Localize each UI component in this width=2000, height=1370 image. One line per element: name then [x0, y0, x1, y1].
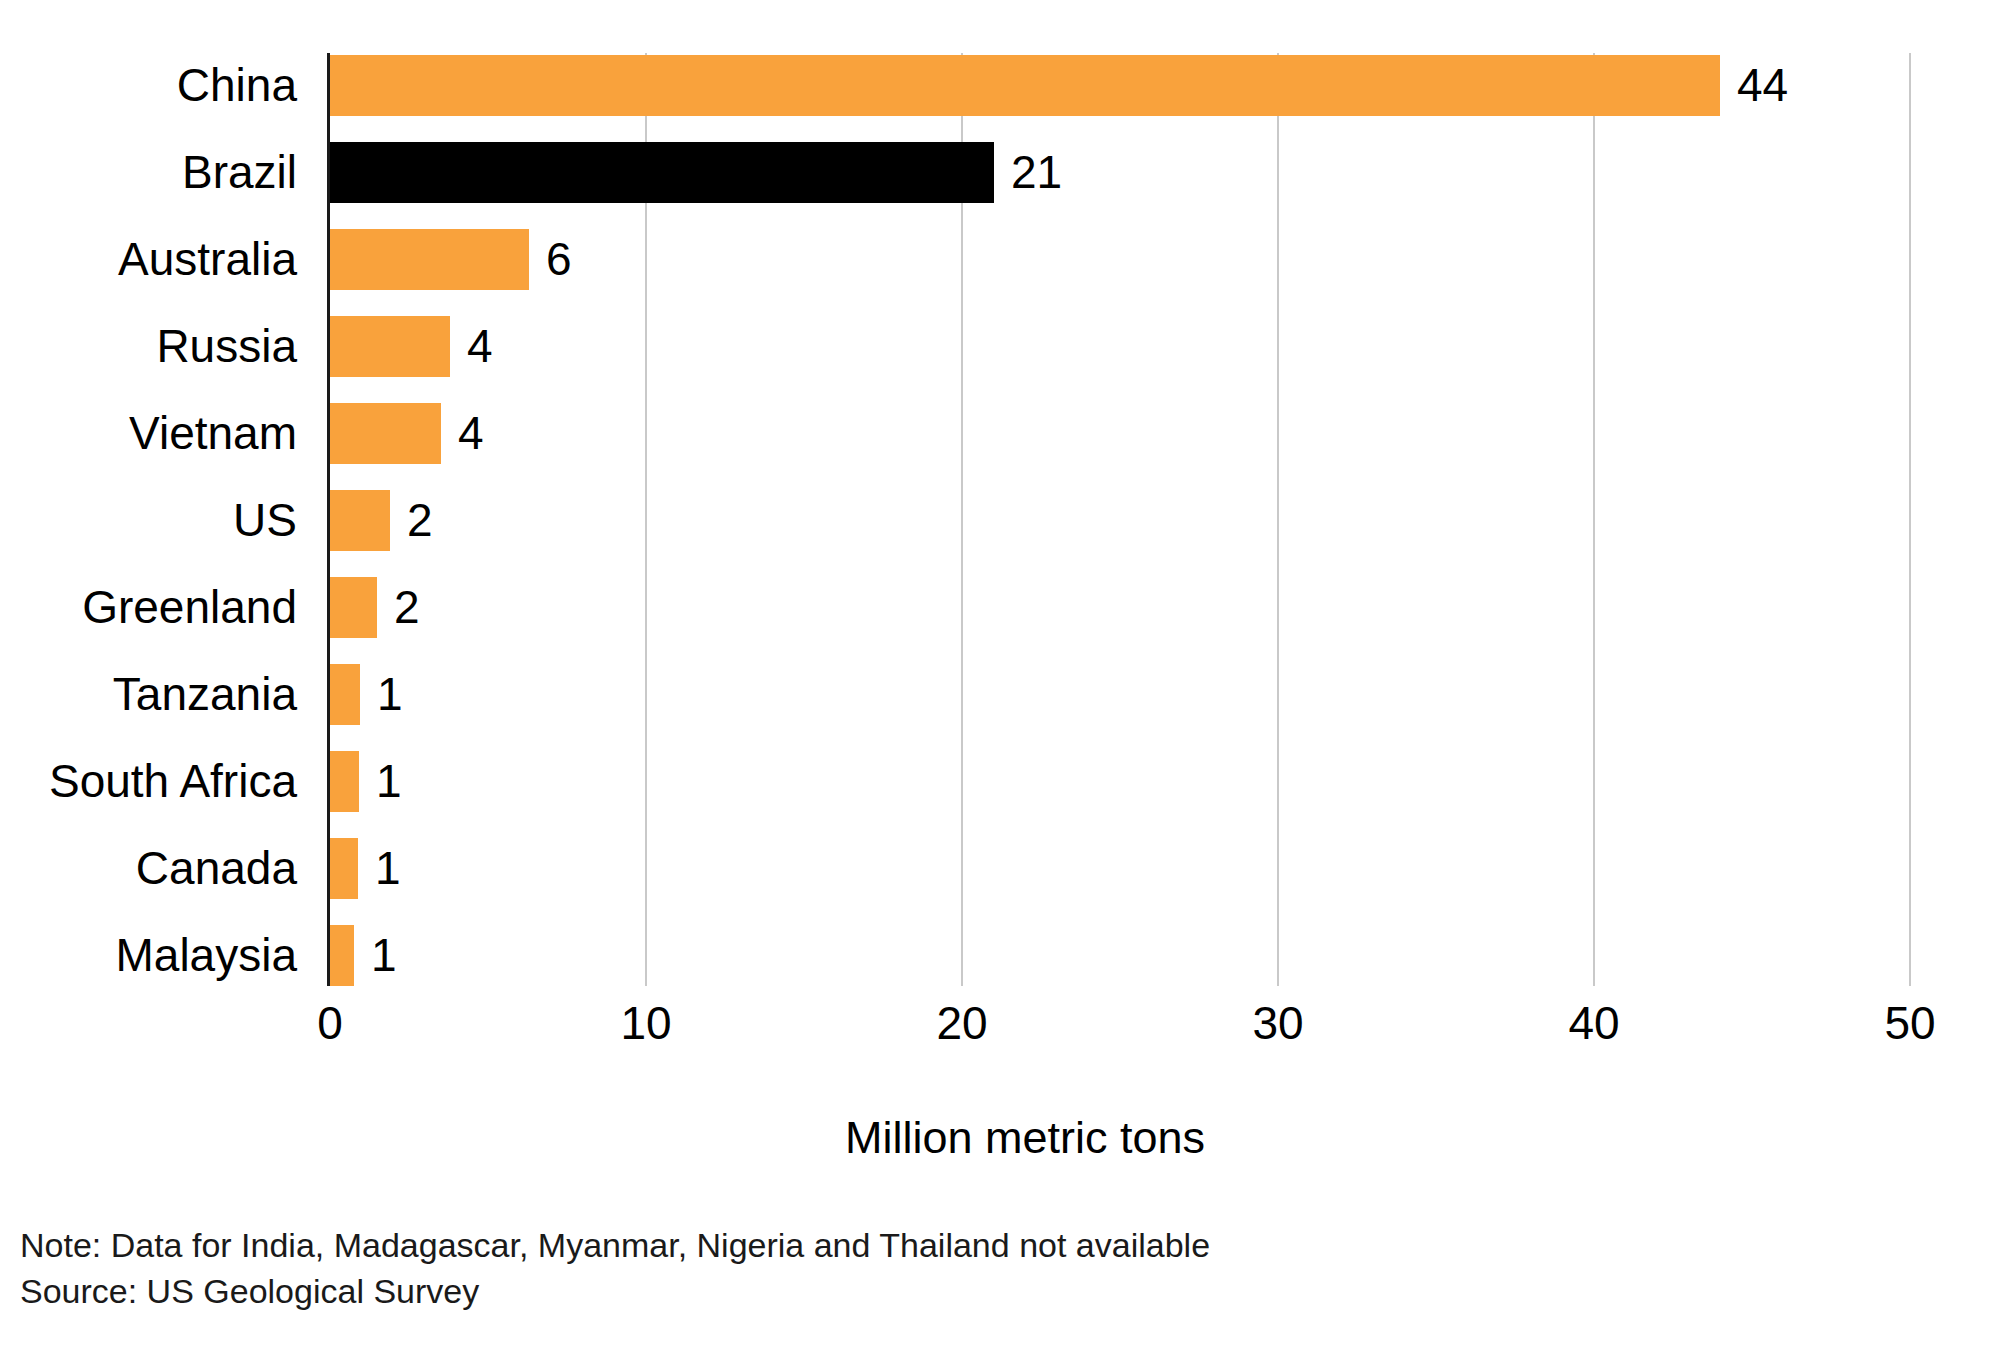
- value-label-russia: 4: [467, 316, 493, 377]
- x-axis-title: Million metric tons: [845, 1112, 1205, 1164]
- bar-label-australia: Australia: [0, 229, 297, 290]
- bar-russia: [330, 316, 450, 377]
- bar-label-greenland: Greenland: [0, 577, 297, 638]
- x-tick-label-50: 50: [1840, 996, 1980, 1050]
- value-label-malaysia: 1: [371, 925, 397, 986]
- source-text: Source: US Geological Survey: [20, 1272, 479, 1311]
- bar-chart: 01020304050China44Brazil21Australia6Russ…: [0, 0, 2000, 1370]
- bar-label-tanzania: Tanzania: [0, 664, 297, 725]
- bar-label-canada: Canada: [0, 838, 297, 899]
- value-label-greenland: 2: [394, 577, 420, 638]
- bar-label-us: US: [0, 490, 297, 551]
- bar-us: [330, 490, 390, 551]
- value-label-china: 44: [1737, 55, 1788, 116]
- gridline-40: [1593, 53, 1595, 986]
- bar-australia: [330, 229, 529, 290]
- value-label-tanzania: 1: [377, 664, 403, 725]
- bar-label-russia: Russia: [0, 316, 297, 377]
- value-label-vietnam: 4: [458, 403, 484, 464]
- x-tick-label-40: 40: [1524, 996, 1664, 1050]
- x-tick-label-10: 10: [576, 996, 716, 1050]
- bar-china: [330, 55, 1720, 116]
- bar-brazil: [330, 142, 994, 203]
- x-tick-label-20: 20: [892, 996, 1032, 1050]
- value-label-australia: 6: [546, 229, 572, 290]
- x-tick-label-30: 30: [1208, 996, 1348, 1050]
- bar-label-south-africa: South Africa: [0, 751, 297, 812]
- bar-label-brazil: Brazil: [0, 142, 297, 203]
- x-tick-label-0: 0: [260, 996, 400, 1050]
- gridline-50: [1909, 53, 1911, 986]
- plot-area: 01020304050China44Brazil21Australia6Russ…: [0, 0, 2000, 1060]
- bar-greenland: [330, 577, 377, 638]
- bar-vietnam: [330, 403, 441, 464]
- value-label-south-africa: 1: [376, 751, 402, 812]
- gridline-30: [1277, 53, 1279, 986]
- bar-malaysia: [330, 925, 354, 986]
- bar-tanzania: [330, 664, 360, 725]
- bar-label-malaysia: Malaysia: [0, 925, 297, 986]
- value-label-brazil: 21: [1011, 142, 1062, 203]
- value-label-us: 2: [407, 490, 433, 551]
- bar-label-vietnam: Vietnam: [0, 403, 297, 464]
- note-text: Note: Data for India, Madagascar, Myanma…: [20, 1226, 1210, 1265]
- value-label-canada: 1: [375, 838, 401, 899]
- bar-south-africa: [330, 751, 359, 812]
- bar-canada: [330, 838, 358, 899]
- y-axis-line: [327, 53, 330, 986]
- bar-label-china: China: [0, 55, 297, 116]
